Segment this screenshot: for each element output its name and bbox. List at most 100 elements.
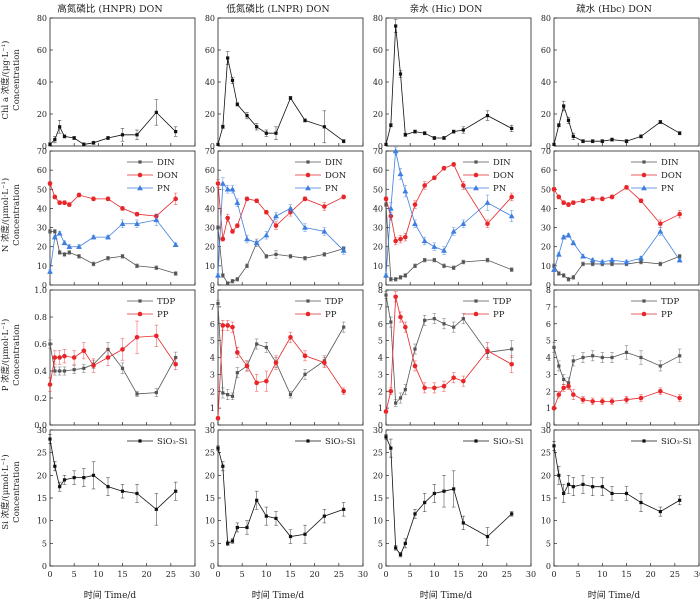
data-point — [557, 364, 561, 368]
y-tick-label: 10 — [37, 517, 47, 526]
data-point — [154, 507, 158, 511]
data-point — [566, 202, 571, 207]
series-pn — [383, 146, 515, 278]
legend-label: DON — [157, 171, 179, 181]
panel-chl-hic: 0 20 40 60 80 — [373, 14, 532, 151]
data-point — [590, 196, 595, 202]
data-point — [432, 317, 436, 321]
data-point — [52, 355, 58, 360]
y-tick-label: 70 — [37, 147, 47, 156]
x-tick-label: 5 — [240, 570, 245, 579]
data-point — [581, 139, 585, 143]
series-pp — [551, 382, 682, 411]
data-point — [384, 203, 388, 207]
data-point — [571, 485, 575, 489]
data-point — [255, 342, 259, 346]
legend-marker — [305, 185, 311, 191]
y-tick-label: 0 — [378, 142, 383, 151]
y-tick-label: 0 — [42, 142, 47, 151]
y-tick-label: 50 — [37, 185, 47, 194]
y-tick-label: 0 — [546, 142, 551, 151]
y-tick-label: 5 — [42, 539, 47, 548]
data-point — [461, 521, 465, 525]
data-point — [287, 205, 294, 211]
data-point — [91, 363, 96, 368]
data-point — [303, 118, 307, 122]
x-axis-label-lnpr: 时间 Time/d — [252, 589, 305, 601]
panel-n-hnpr: 0 10 20 30 40 50 60 70 DIN DON PN — [37, 147, 196, 290]
data-point — [552, 345, 556, 349]
data-point — [72, 136, 76, 140]
legend-label: PN — [157, 184, 171, 194]
series-line — [553, 445, 680, 513]
data-point — [451, 375, 456, 381]
data-point — [303, 532, 307, 536]
data-point — [274, 131, 278, 135]
data-point — [658, 221, 663, 227]
row-label-chl-sub: Concentration — [12, 49, 22, 111]
data-point — [288, 96, 293, 100]
data-point — [677, 395, 682, 401]
y-tick-label: 60 — [541, 166, 551, 175]
y-tick-label: 30 — [541, 224, 551, 233]
data-point — [62, 252, 67, 256]
y-tick-label: 0 — [42, 281, 47, 290]
plot-frame — [385, 289, 532, 426]
data-point — [452, 130, 456, 134]
data-point — [230, 324, 235, 330]
series-line — [385, 436, 512, 556]
data-point — [600, 139, 604, 143]
data-point — [609, 257, 615, 263]
data-point — [215, 181, 221, 186]
data-point — [562, 104, 566, 108]
x-tick-label: 20 — [310, 570, 320, 579]
data-point — [555, 251, 562, 257]
y-tick-label: 0 — [378, 562, 383, 571]
data-point — [383, 272, 389, 278]
data-point — [413, 130, 417, 134]
data-point — [221, 391, 225, 395]
data-point — [235, 102, 239, 106]
data-point — [485, 534, 490, 539]
x-tick-label: 30 — [694, 570, 700, 579]
data-point — [62, 134, 67, 138]
y-tick-label: 40 — [205, 78, 215, 87]
data-point — [67, 202, 72, 207]
series-sio-si — [552, 441, 682, 517]
row-label-si-sub: Concentration — [12, 461, 22, 523]
legend-label: DIN — [157, 158, 175, 168]
data-point — [244, 196, 250, 202]
y-tick-label: 25 — [37, 449, 47, 458]
data-point — [461, 260, 465, 264]
data-point — [322, 514, 326, 518]
data-point — [600, 399, 605, 404]
data-point — [413, 347, 417, 351]
data-point — [562, 377, 566, 382]
data-point — [398, 553, 403, 557]
data-point — [215, 272, 221, 278]
data-point — [402, 188, 409, 194]
data-point — [552, 444, 556, 448]
x-tick-label: 25 — [670, 570, 680, 579]
data-point — [389, 277, 393, 281]
x-tick-label: 30 — [526, 570, 536, 579]
data-point — [134, 220, 140, 226]
x-tick-label: 25 — [502, 570, 512, 579]
data-point — [216, 301, 220, 306]
data-point — [134, 211, 140, 217]
data-point — [638, 255, 644, 261]
data-point — [225, 215, 230, 221]
series-pn — [47, 213, 179, 274]
data-point — [423, 500, 427, 505]
legend-marker — [305, 311, 311, 317]
data-point — [134, 334, 140, 340]
data-point — [394, 401, 398, 405]
row-label-p: P 浓度/(μmol·L⁻¹) — [0, 319, 11, 392]
data-point — [82, 142, 86, 146]
panels: 0204060800204060800204060800204060800102… — [34, 14, 700, 579]
data-point — [264, 514, 268, 518]
y-tick-label: 60 — [205, 46, 215, 55]
data-point — [510, 268, 514, 272]
legend-marker — [305, 172, 311, 178]
legend: TDP PP — [463, 297, 511, 320]
